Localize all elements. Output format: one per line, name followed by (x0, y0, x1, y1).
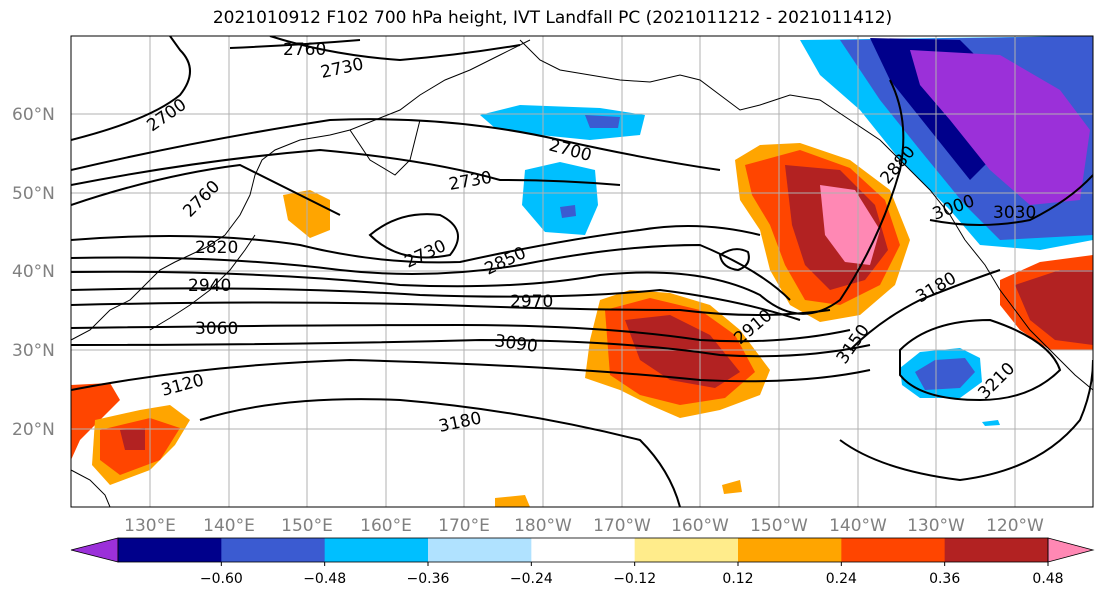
pos-region-gulf-pink (820, 185, 880, 265)
coastline-asia (71, 39, 531, 341)
colorbar-tick-label: −0.36 (407, 571, 450, 587)
contour-2730-a (269, 36, 521, 62)
contour-2970 (71, 301, 831, 316)
gridlines (71, 36, 1093, 507)
contour-2760-a (229, 39, 361, 49)
lon-tick: 130°W (907, 516, 965, 536)
contour-label: 2760 (283, 40, 326, 60)
latitude-ticks: 60°N 50°N 40°N 30°N 20°N (12, 105, 55, 440)
lon-tick: 180°W (514, 516, 572, 536)
contour-label: 2970 (510, 292, 553, 312)
neg-region-alaska-inner (585, 115, 620, 128)
contour-3000 (929, 174, 1093, 226)
figure-title: 2021010912 F102 700 hPa height, IVT Land… (212, 8, 893, 28)
contour-2940 (71, 287, 801, 321)
colorbar-tick-label: 0.36 (929, 571, 960, 587)
contour-label: 3060 (195, 319, 238, 339)
colorbar-tick-label: −0.24 (510, 571, 553, 587)
lon-tick: 120°W (986, 516, 1044, 536)
lon-tick: 170°E (438, 516, 490, 536)
contour-3180 (199, 398, 681, 507)
pos-region-hawaii (722, 480, 742, 494)
lon-tick: 130°E (124, 516, 176, 536)
contour-3120 (71, 358, 871, 391)
colorbar-segment (944, 538, 1049, 562)
contour-2730-b (71, 148, 621, 186)
colorbar-tick-label: −0.12 (613, 571, 656, 587)
contour-label: 2940 (188, 276, 231, 296)
contour-label: 2820 (195, 238, 238, 258)
lat-tick: 60°N (12, 105, 55, 125)
contour-2700-b (71, 118, 721, 171)
lon-tick: 140°W (829, 516, 887, 536)
lon-tick: 150°W (750, 516, 808, 536)
neg-region-subtropical-inner (915, 358, 975, 390)
colorbar-segment (841, 538, 946, 562)
contour-low (368, 213, 459, 259)
pos-region-south (495, 495, 530, 507)
colorbar-outline (117, 537, 1049, 563)
height-contours (71, 36, 1093, 507)
pos-region-california-dark (1015, 270, 1093, 345)
coastline-japan (149, 234, 256, 331)
coastline-philippines (71, 469, 111, 507)
contour-3210-loop (899, 318, 1062, 402)
neg-region-small (982, 420, 1000, 426)
lat-tick: 30°N (12, 341, 55, 361)
colorbar-arrow-left (70, 537, 119, 563)
lon-tick: 140°E (203, 516, 255, 536)
colorbar-tick-label: −0.60 (200, 571, 243, 587)
colorbar-tick-label: 0.48 (1032, 571, 1063, 587)
colorbar-segment (324, 538, 429, 562)
lat-tick: 40°N (12, 262, 55, 282)
contour-2850 (71, 243, 791, 301)
contour-2700-a (71, 36, 191, 141)
contour-3090 (71, 338, 871, 358)
lat-tick: 20°N (12, 420, 55, 440)
colorbar-segment (221, 538, 326, 562)
lon-tick: 160°W (671, 516, 729, 536)
lon-tick: 150°E (281, 516, 333, 536)
colorbar-segment (118, 538, 222, 562)
map-frame (70, 35, 1094, 508)
contour-2820 (71, 225, 761, 264)
colorbar-tick-label: −0.48 (303, 571, 346, 587)
contour-3180-east (839, 359, 1093, 482)
colorbar-arrow-right (1047, 537, 1095, 563)
colorbar: −0.60 −0.48 −0.36 −0.24 −0.12 0.12 0.24 0.36 0.4… (70, 537, 1095, 587)
contour-2880 (71, 79, 905, 315)
colorbar-segment (531, 538, 636, 562)
colorbar-tick-label: 0.24 (826, 571, 857, 587)
contour-label: 3030 (993, 203, 1036, 223)
longitude-ticks: 130°E 140°E 150°E 160°E 170°E 180°W 170°… (124, 516, 1044, 536)
lon-tick: 170°W (593, 516, 651, 536)
colorbar-tick-label: 0.12 (722, 571, 753, 587)
lon-tick: 160°E (360, 516, 412, 536)
colorbar-segment (428, 538, 532, 562)
contour-3150 (849, 269, 1001, 351)
contour-2760-b (71, 163, 341, 216)
pos-region-philippine-dark (120, 428, 145, 450)
neg-region-bering-inner (560, 205, 576, 218)
neg-region-northeast-purple (910, 50, 1090, 205)
lat-tick: 50°N (12, 184, 55, 204)
contour-3060 (71, 323, 851, 343)
colorbar-segment (634, 538, 739, 562)
contour-small-loop (718, 248, 750, 272)
coastline-alaska (519, 39, 966, 241)
colorbar-segment (738, 538, 842, 562)
